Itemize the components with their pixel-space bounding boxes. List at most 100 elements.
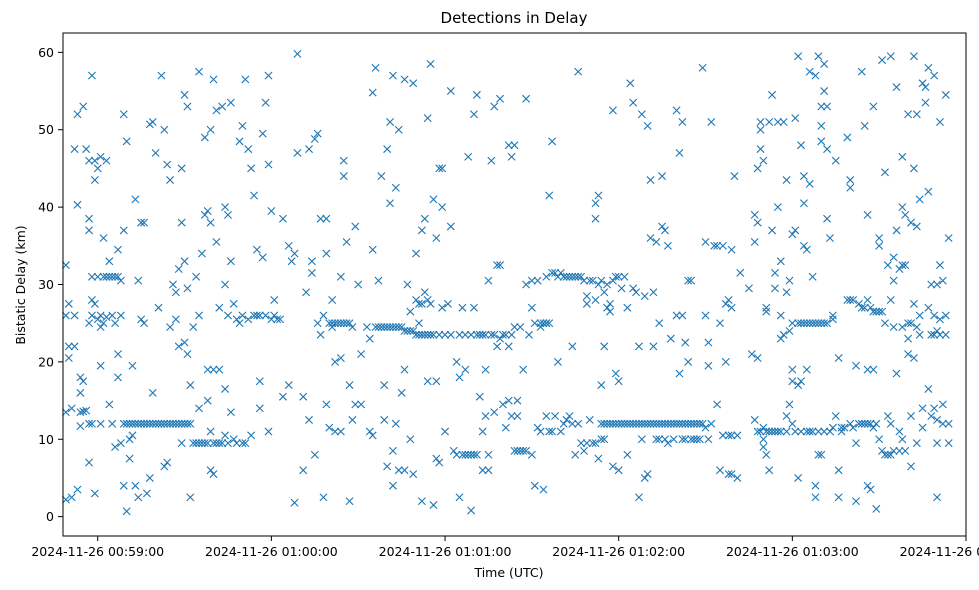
data-point — [432, 454, 441, 463]
data-point — [614, 377, 623, 386]
data-point — [536, 427, 545, 436]
data-point — [817, 102, 826, 111]
data-point — [455, 373, 464, 382]
data-point — [235, 137, 244, 146]
data-point — [223, 439, 232, 448]
data-point — [857, 67, 866, 76]
data-point — [617, 419, 626, 428]
data-point — [930, 330, 939, 339]
data-point — [843, 295, 852, 304]
data-point — [773, 118, 782, 126]
data-point — [475, 330, 484, 339]
data-point — [371, 63, 380, 72]
data-point — [681, 419, 690, 428]
data-point — [449, 446, 458, 455]
data-point — [166, 323, 175, 332]
data-point — [218, 102, 227, 111]
data-point — [478, 466, 487, 475]
data-point — [496, 94, 505, 103]
data-point — [325, 423, 334, 432]
data-point — [357, 400, 366, 409]
data-point — [672, 311, 681, 320]
data-point — [64, 299, 73, 308]
data-point — [183, 284, 192, 293]
data-point — [782, 288, 791, 297]
data-point — [264, 427, 273, 436]
data-point — [907, 218, 915, 227]
data-point — [177, 439, 186, 448]
data-point — [730, 172, 739, 181]
data-point — [768, 427, 777, 436]
data-point — [687, 276, 696, 285]
data-point — [467, 450, 476, 459]
data-point — [666, 419, 675, 428]
data-point — [892, 226, 901, 235]
data-point — [102, 156, 111, 165]
data-point — [258, 129, 267, 138]
data-point — [79, 407, 88, 416]
data-point — [302, 288, 311, 297]
y-tick-label: 20 — [38, 354, 54, 369]
data-point — [221, 203, 230, 212]
data-point — [415, 299, 423, 308]
data-point — [577, 272, 586, 281]
data-point — [600, 419, 609, 428]
data-point — [180, 257, 189, 266]
data-point — [122, 419, 131, 428]
data-point — [247, 431, 256, 440]
data-point — [753, 354, 762, 363]
data-point — [221, 280, 230, 289]
data-point — [689, 419, 698, 428]
data-point — [403, 280, 412, 289]
data-point — [380, 323, 389, 332]
data-point — [157, 419, 166, 428]
data-point — [284, 381, 293, 390]
data-point — [443, 299, 452, 308]
data-point — [397, 323, 406, 332]
data-point — [441, 330, 450, 339]
data-point — [498, 330, 507, 339]
data-point — [374, 323, 383, 332]
data-point — [895, 446, 904, 455]
data-point — [99, 272, 108, 281]
data-point — [658, 172, 667, 181]
data-point — [892, 369, 901, 378]
data-point — [797, 427, 806, 436]
data-point — [415, 319, 423, 328]
data-point — [87, 71, 96, 80]
data-point — [171, 288, 180, 297]
data-point — [623, 419, 632, 428]
data-point — [339, 156, 348, 165]
data-point — [99, 234, 108, 243]
data-point — [79, 102, 88, 111]
data-point — [501, 330, 510, 339]
data-point — [820, 427, 829, 436]
data-point — [386, 118, 395, 126]
data-point — [354, 280, 363, 289]
data-point — [221, 384, 230, 393]
data-point — [435, 164, 444, 173]
data-point — [412, 249, 421, 258]
data-point — [898, 203, 907, 212]
data-point — [663, 419, 672, 428]
data-point — [452, 357, 461, 366]
data-point — [487, 330, 496, 339]
data-point — [368, 245, 377, 254]
data-point — [889, 323, 898, 332]
data-point — [895, 265, 904, 274]
data-point — [918, 404, 927, 413]
data-point — [591, 295, 600, 304]
data-point — [768, 226, 777, 235]
data-point — [163, 458, 172, 467]
data-point — [606, 419, 614, 428]
data-point — [820, 59, 829, 68]
data-point — [930, 71, 939, 80]
data-point — [785, 400, 794, 409]
data-point — [634, 342, 643, 351]
data-point — [96, 152, 105, 161]
data-point — [67, 404, 76, 413]
data-point — [313, 319, 322, 328]
data-point — [177, 218, 186, 227]
data-point — [160, 125, 169, 134]
data-point — [863, 481, 872, 490]
